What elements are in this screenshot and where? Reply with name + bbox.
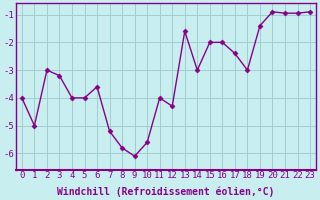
X-axis label: Windchill (Refroidissement éolien,°C): Windchill (Refroidissement éolien,°C) <box>57 186 275 197</box>
